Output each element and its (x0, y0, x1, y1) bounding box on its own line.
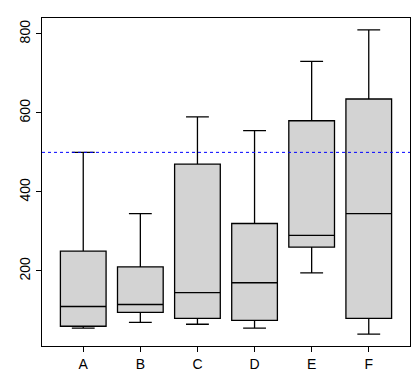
svg-text:C: C (192, 356, 202, 372)
svg-text:200: 200 (17, 257, 33, 281)
svg-text:D: D (249, 356, 259, 372)
svg-text:E: E (307, 356, 316, 372)
svg-text:600: 600 (17, 99, 33, 123)
svg-text:A: A (79, 356, 89, 372)
svg-text:400: 400 (17, 178, 33, 202)
svg-text:800: 800 (17, 20, 33, 44)
svg-text:F: F (364, 356, 373, 372)
svg-text:B: B (136, 356, 145, 372)
